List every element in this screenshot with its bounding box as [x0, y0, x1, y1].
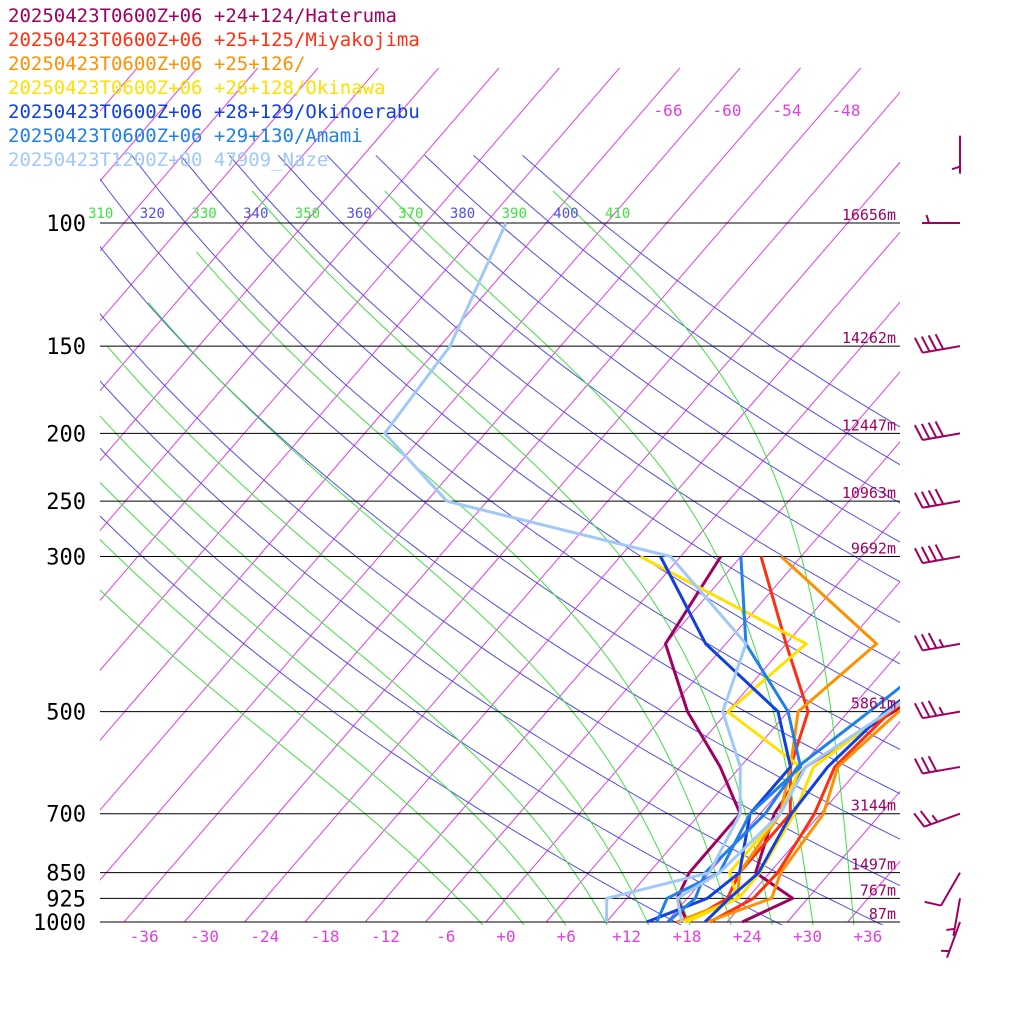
temperature-line: [677, 223, 1024, 922]
wind-barb: [952, 136, 960, 174]
dry-adiabat-line: [0, 155, 704, 937]
pressure-label: 700: [46, 803, 86, 828]
temperature-tick-label: +30: [793, 927, 822, 946]
pressure-label: 200: [46, 422, 86, 447]
legend-entry: 20250423T0600Z+06 +25+126/: [8, 52, 420, 76]
theta-label: 360: [347, 206, 372, 222]
theta-label: 400: [553, 206, 578, 222]
pressure-lines: [100, 223, 900, 922]
temperature-tick-label: +0: [496, 927, 515, 946]
wind-barb: [941, 922, 960, 958]
theta-label: 340: [243, 206, 268, 222]
theta-label: 370: [398, 206, 423, 222]
legend-entry: 20250423T0600Z+06 +28+129/Okinoerabu: [8, 100, 420, 124]
moist-adiabat-line: [196, 252, 734, 937]
height-label: 87m: [869, 905, 896, 923]
isotherm-line: [908, 68, 1024, 922]
theta-label: 390: [502, 206, 527, 222]
pressure-label: 500: [46, 701, 86, 726]
height-label: 10963m: [842, 484, 896, 502]
temperature-tick-label: +24: [733, 927, 762, 946]
wind-barb: [915, 421, 960, 440]
isotherm-line: [426, 68, 1024, 922]
isotherm-line: [64, 68, 801, 922]
wind-barb: [915, 334, 960, 353]
top-temperature-label: -54: [773, 101, 802, 120]
pressure-label: 925: [46, 887, 86, 912]
height-label: 1497m: [851, 856, 896, 874]
pressure-label: 300: [46, 546, 86, 571]
moist-adiabat-line: [148, 303, 694, 937]
wind-barb: [922, 215, 960, 223]
isotherm-line: [0, 68, 680, 922]
series-group: [657, 92, 1024, 922]
top-temperature-label: -48: [832, 101, 861, 120]
temperature-tick-label: -18: [311, 927, 340, 946]
moist-adiabat-line: [252, 191, 774, 937]
wind-barb: [915, 545, 960, 564]
dry-adiabat-line: [278, 155, 1024, 937]
height-label: 3144m: [851, 797, 896, 815]
theta-label: 410: [605, 206, 630, 222]
wind-barb: [914, 811, 960, 827]
pressure-label: 1000: [33, 911, 86, 936]
legend-entry: 20250423T0600Z+06 +26+128/Okinawa: [8, 76, 420, 100]
series-group: [640, 92, 1024, 922]
pressure-label: 150: [46, 335, 86, 360]
legend-entry: 20250423T0600Z+06 +24+124/Hateruma: [8, 4, 420, 28]
dry-adiabat-line: [181, 155, 1024, 937]
theta-label: 380: [450, 206, 475, 222]
pressure-label: 250: [46, 490, 86, 515]
series-group: [385, 223, 1024, 922]
theta-label: 320: [140, 206, 165, 222]
wind-barb: [915, 701, 960, 718]
temperature-tick-label: +6: [557, 927, 576, 946]
axis-labels: 100 16656m 150 14262m 200 12447m 250 10963m 300 9…: [33, 101, 896, 946]
temperature-tick-label: -30: [190, 927, 219, 946]
legend-entry: 20250423T0600Z+06 +29+130/Amami: [8, 124, 420, 148]
temperature-tick-label: +18: [672, 927, 701, 946]
isotherm-line: [0, 68, 620, 922]
height-label: 767m: [860, 881, 896, 899]
temperature-tick-label: +36: [853, 927, 882, 946]
wind-barb: [915, 489, 960, 508]
wind-barb: [915, 633, 960, 650]
dewpoint-line: [385, 223, 746, 922]
theta-label: 330: [191, 206, 216, 222]
height-label: 9692m: [851, 540, 896, 558]
wind-barb: [925, 873, 960, 906]
temperature-tick-label: -24: [250, 927, 279, 946]
legend-entry: 20250423T1200Z+00 47909_Naze: [8, 148, 420, 172]
temperature-tick-label: -36: [130, 927, 159, 946]
isotherm-line: [0, 68, 17, 922]
top-temperature-label: -60: [713, 101, 742, 120]
isotherm-line: [0, 68, 258, 922]
isotherm-line: [486, 68, 1024, 922]
isotherm-line: [0, 68, 198, 922]
moist-adiabat-line: [15, 448, 534, 937]
theta-label: 310: [88, 206, 113, 222]
wind-barbs: [914, 136, 960, 958]
temperature-tick-label: -12: [371, 927, 400, 946]
height-label: 14262m: [842, 329, 896, 347]
height-label: 12447m: [842, 416, 896, 434]
isotherm-line: [607, 68, 1024, 922]
temperature-tick-label: +12: [612, 927, 641, 946]
wind-barb: [915, 756, 960, 773]
isotherm-line: [124, 68, 861, 922]
moist-adiabat-line: [41, 418, 573, 937]
pressure-label: 850: [46, 862, 86, 887]
temperature-tick-label: -6: [436, 927, 455, 946]
pressure-label: 100: [46, 212, 86, 237]
height-label: 5861m: [851, 695, 896, 713]
theta-label: 350: [295, 206, 320, 222]
top-temperature-label: -66: [654, 101, 683, 120]
legend-entry: 20250423T0600Z+06 +25+125/Miyakojima: [8, 28, 420, 52]
height-label: 16656m: [842, 206, 896, 224]
isotherm-line: [365, 68, 1024, 922]
